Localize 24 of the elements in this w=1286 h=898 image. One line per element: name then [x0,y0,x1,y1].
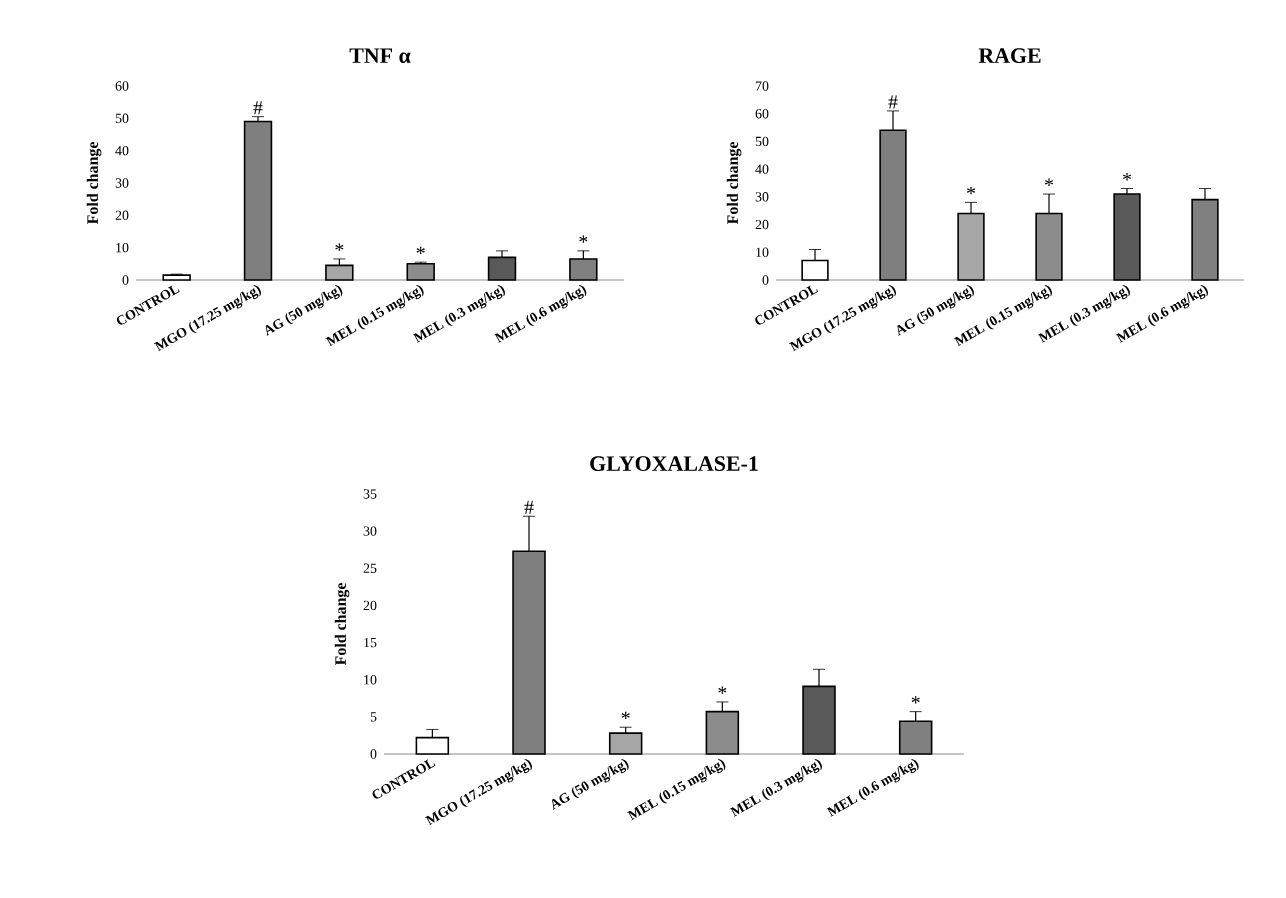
annotation: # [888,95,898,109]
annotation: * [1122,173,1132,181]
chart-title: RAGE [978,48,1041,63]
bar [162,274,191,281]
annotation: # [524,500,534,514]
annotation: * [579,235,588,243]
chart-title: TNF α [349,48,411,63]
chart-title: GLYOXALASE-1 [590,456,758,471]
annotation: * [718,686,727,694]
bar [898,720,933,755]
bar [487,256,517,281]
bar [1113,193,1141,281]
annotation: * [335,243,344,251]
annotation: * [1044,178,1054,186]
bar [705,710,740,755]
annotation: * [416,246,425,255]
annotation: * [911,696,920,704]
bar [415,736,450,755]
bar [569,258,598,281]
annotation: * [967,186,976,195]
annotation: # [253,101,263,115]
bar [243,120,273,281]
bar [406,263,435,281]
annotation: * [621,711,630,720]
